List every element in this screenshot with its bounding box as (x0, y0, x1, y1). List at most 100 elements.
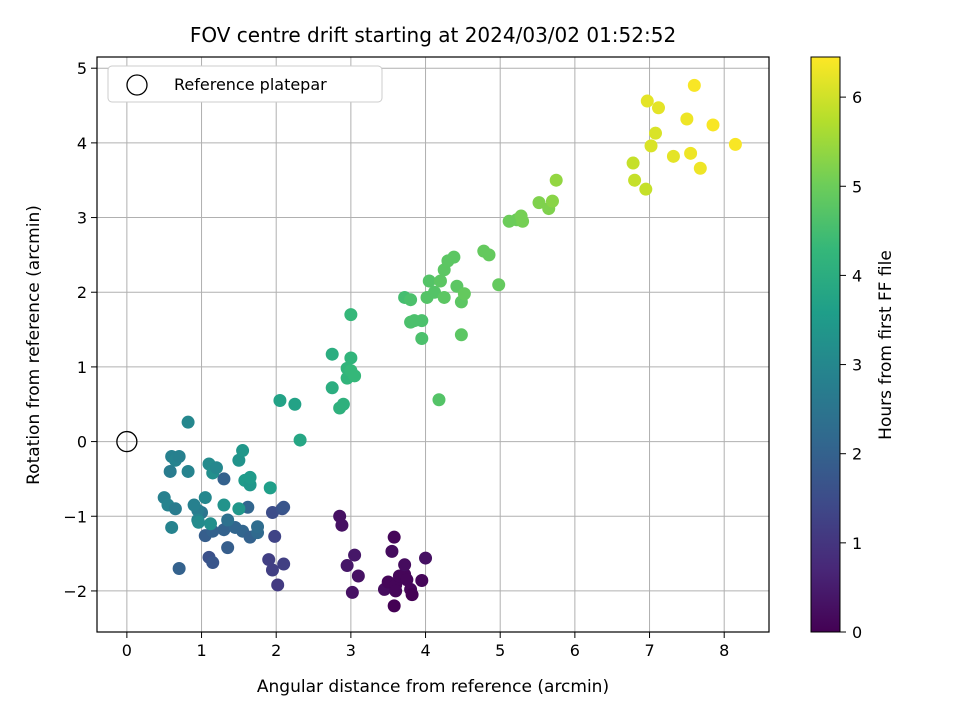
data-point (687, 78, 701, 92)
data-point (221, 541, 235, 555)
data-point (236, 444, 250, 458)
data-point (217, 498, 231, 512)
colorbar-tick-label: 4 (852, 266, 862, 285)
data-point (640, 94, 654, 108)
x-tick-label: 1 (196, 641, 206, 660)
data-point (728, 137, 742, 151)
data-point (273, 394, 287, 408)
reference-platepar-marker (116, 430, 138, 453)
data-point (344, 308, 358, 322)
data-point (666, 149, 680, 163)
data-point (336, 397, 350, 411)
data-point (206, 556, 220, 570)
data-point (415, 573, 429, 587)
x-tick-label: 6 (570, 641, 580, 660)
data-point (651, 101, 665, 115)
data-point (516, 214, 530, 228)
legend: Reference platepar (107, 65, 383, 103)
data-point (532, 196, 546, 210)
data-point (398, 558, 412, 572)
data-point (335, 518, 349, 532)
chart-title: FOV centre drift starting at 2024/03/02 … (190, 23, 676, 47)
data-point (209, 461, 223, 475)
data-point (405, 588, 419, 602)
data-point (422, 274, 436, 288)
colorbar-ticks: 0 1 2 3 4 5 6 (840, 88, 862, 642)
data-point (263, 481, 277, 495)
y-tick-label: 5 (77, 59, 87, 78)
data-point (639, 182, 653, 196)
colorbar-tick-label: 3 (852, 356, 862, 375)
data-point (433, 274, 447, 288)
grid (97, 57, 769, 632)
data-point (325, 347, 339, 361)
data-point (387, 599, 401, 613)
data-point (706, 118, 720, 132)
data-point (628, 173, 642, 187)
data-point (693, 161, 707, 175)
y-axis-label: Rotation from reference (arcmin) (24, 205, 44, 485)
data-point (203, 517, 217, 531)
data-point (389, 584, 403, 598)
x-tick-label: 4 (420, 641, 430, 660)
data-point (325, 381, 339, 395)
data-point (432, 393, 446, 407)
colorbar-tick-label: 0 (852, 623, 862, 642)
data-point (549, 173, 563, 187)
data-point (387, 530, 401, 544)
x-tick-label: 7 (644, 641, 654, 660)
x-tick-label: 3 (346, 641, 356, 660)
data-point (168, 502, 182, 516)
x-tick-label: 2 (271, 641, 281, 660)
legend-box (107, 65, 383, 103)
data-point (348, 548, 362, 562)
data-point (351, 569, 365, 583)
data-point (251, 520, 265, 534)
data-point (165, 520, 179, 534)
y-tick-label: −2 (63, 582, 87, 601)
data-point (198, 491, 212, 505)
colorbar-label: Hours from first FF file (876, 250, 896, 440)
data-point (268, 529, 282, 543)
data-point (288, 397, 302, 411)
data-point (447, 250, 461, 264)
data-point (293, 433, 307, 447)
legend-marker-reference (126, 74, 148, 96)
data-point (644, 139, 658, 153)
data-point (492, 278, 506, 292)
data-point (265, 563, 279, 577)
data-point (172, 450, 186, 464)
data-point (192, 515, 206, 529)
plot-frame (96, 56, 770, 633)
data-point (277, 557, 291, 571)
data-point (626, 156, 640, 170)
data-point (437, 290, 451, 304)
data-point (454, 328, 468, 342)
data-point (163, 464, 177, 478)
data-point (345, 585, 359, 599)
data-point (348, 369, 362, 383)
data-point (243, 470, 257, 484)
legend-entry-reference: Reference platepar (174, 75, 327, 94)
data-point (344, 351, 358, 365)
y-tick-label: 2 (77, 283, 87, 302)
x-axis-label: Angular distance from reference (arcmin) (257, 677, 609, 697)
data-point (385, 544, 399, 558)
data-point (404, 293, 418, 307)
colorbar: 0 1 2 3 4 5 6 Hours from first FF file (810, 56, 896, 642)
data-point (415, 332, 429, 346)
y-tick-label: 0 (77, 433, 87, 452)
colorbar-tick-label: 5 (852, 177, 862, 196)
data-point (277, 500, 291, 514)
data-point (221, 513, 235, 527)
data-point (172, 562, 186, 576)
colorbar-tick-label: 2 (852, 445, 862, 464)
data-point (262, 553, 276, 567)
data-point (545, 194, 559, 208)
data-points (116, 78, 742, 613)
data-point (680, 112, 694, 126)
y-tick-label: 1 (77, 358, 87, 377)
data-point (187, 498, 201, 512)
data-point (649, 126, 663, 140)
